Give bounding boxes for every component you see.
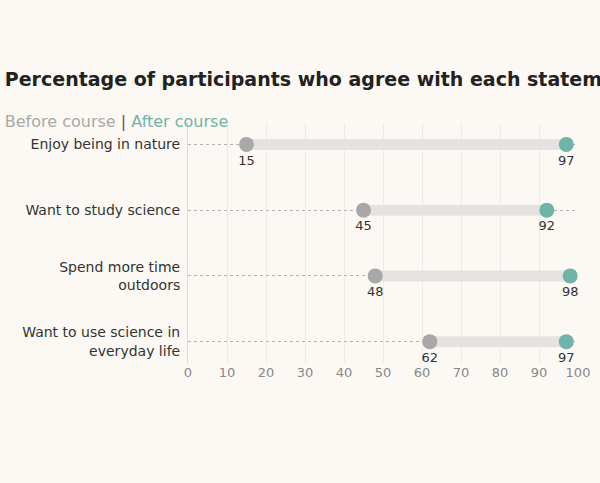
svg-text:0: 0 <box>184 365 192 380</box>
svg-text:60: 60 <box>414 365 431 380</box>
svg-text:30: 30 <box>297 365 314 380</box>
svg-text:Enjoy being in nature: Enjoy being in nature <box>31 136 181 152</box>
svg-text:20: 20 <box>258 365 275 380</box>
svg-text:97: 97 <box>558 350 575 365</box>
svg-text:100: 100 <box>566 365 591 380</box>
svg-text:62: 62 <box>422 350 439 365</box>
svg-text:92: 92 <box>539 218 556 233</box>
svg-text:90: 90 <box>531 365 548 380</box>
svg-text:97: 97 <box>558 153 575 168</box>
svg-text:Before course | After course: Before course | After course <box>5 112 228 131</box>
svg-text:Want to use science ineveryday: Want to use science ineveryday life <box>22 324 180 358</box>
svg-text:45: 45 <box>355 218 372 233</box>
svg-text:70: 70 <box>453 365 470 380</box>
svg-text:80: 80 <box>492 365 509 380</box>
svg-text:15: 15 <box>238 153 255 168</box>
svg-text:Spend more timeoutdoors: Spend more timeoutdoors <box>59 259 180 293</box>
svg-text:Percentage of participants who: Percentage of participants who agree wit… <box>5 68 600 90</box>
svg-text:40: 40 <box>336 365 353 380</box>
svg-text:10: 10 <box>219 365 236 380</box>
svg-text:Want to study science: Want to study science <box>25 202 180 218</box>
svg-text:50: 50 <box>375 365 392 380</box>
svg-text:48: 48 <box>367 284 384 299</box>
svg-text:98: 98 <box>562 284 579 299</box>
